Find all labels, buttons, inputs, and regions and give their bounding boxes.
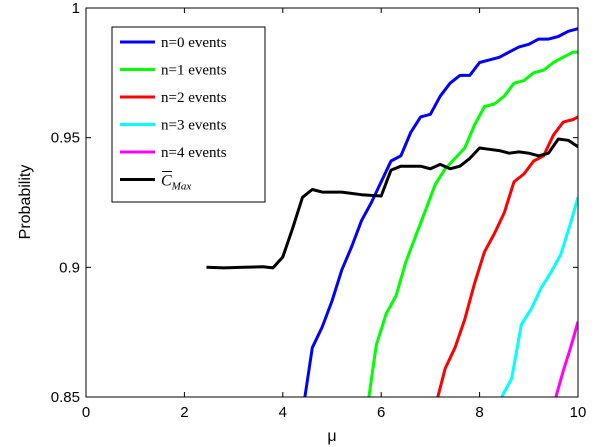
plot-border <box>85 7 579 398</box>
x-tick-label: 10 <box>570 404 587 421</box>
axis-labels: μ Probability <box>17 165 337 445</box>
y-tick-label: 0.85 <box>51 389 80 406</box>
series-line-n-1-events <box>367 50 578 397</box>
legend-label-n-3-events: n=3 events <box>161 118 227 134</box>
legend-box <box>111 26 266 203</box>
legend: n=0 events n=1 events n=2 events n=3 events… <box>111 26 266 203</box>
legend-items: n=0 events n=1 events n=2 events n=3 events… <box>120 35 227 193</box>
x-tick-label: 2 <box>180 404 188 421</box>
x-tick-label: 0 <box>82 404 90 421</box>
tick-layer: 0 2 4 6 8 10 0.85 0.9 0.95 1 <box>51 0 587 421</box>
x-tick-label: 8 <box>475 404 483 421</box>
x-tick-label: 4 <box>279 404 287 421</box>
series-line-n-4-events <box>554 321 578 397</box>
series-line-n-0-events <box>303 27 578 397</box>
legend-label-n-1-events: n=1 events <box>161 63 227 79</box>
y-axis-title: Probability <box>17 165 34 240</box>
legend-label-n-0-events: n=0 events <box>161 35 227 51</box>
series-line-c-max <box>206 137 578 270</box>
legend-label-c-max: CMax <box>161 173 191 193</box>
y-tick-label: 0.9 <box>59 259 80 276</box>
y-tick-label: 1 <box>72 0 80 17</box>
series-line-n-3-events <box>500 196 578 397</box>
x-axis-title: μ <box>327 428 336 445</box>
y-tick-label: 0.95 <box>51 130 80 147</box>
x-tick-label: 6 <box>377 404 385 421</box>
series-line-n-2-events <box>436 115 578 397</box>
series-layer <box>206 27 578 397</box>
legend-label-n-4-events: n=4 events <box>161 145 227 161</box>
legend-label-n-2-events: n=2 events <box>161 90 227 106</box>
